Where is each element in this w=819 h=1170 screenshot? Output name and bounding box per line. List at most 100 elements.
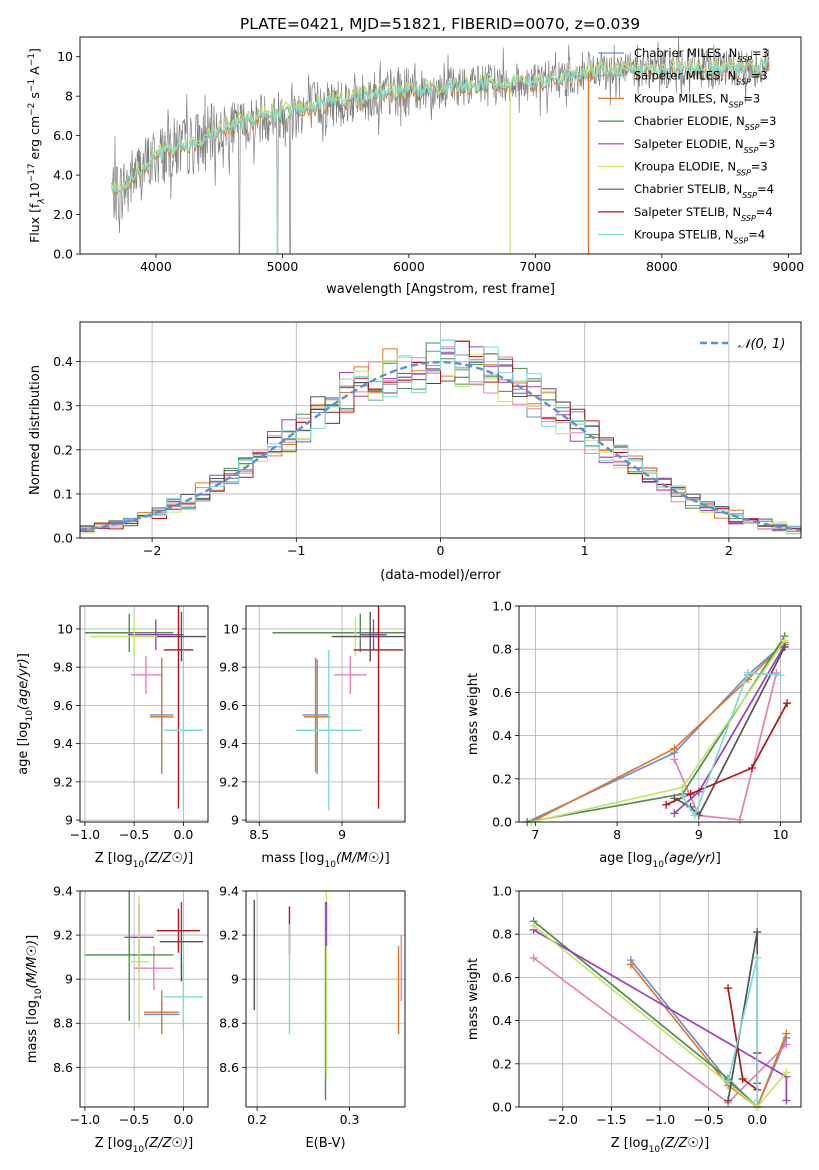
weight_vs_age-marker-kroupa_miles xyxy=(670,744,679,753)
residuals-xlabel: (data-model)/error xyxy=(380,568,501,583)
age_vs_mass-ytick-label: 9.6 xyxy=(219,698,239,713)
weight_vs_age-marker-salpeter_stelib xyxy=(686,789,695,798)
weight_vs_age-ytick-label: 0.4 xyxy=(492,728,512,743)
residuals-xtick-label: −1 xyxy=(287,543,305,558)
mass-vs-z-ylabel: mass [log10(M/M☉)] xyxy=(25,935,44,1063)
weight_vs_age-marker-kroupa_stelib xyxy=(776,671,785,680)
residuals-xtick-label: 2 xyxy=(725,543,733,558)
mass_vs_ebv-xtick-label: 0.3 xyxy=(340,1112,360,1127)
weight_vs_z-marker-kroupa_miles xyxy=(626,960,635,969)
mass_vs_ebv-ytick-label: 9.2 xyxy=(219,928,239,943)
weight_vs_age-marker-salpeter_elodie xyxy=(670,809,679,818)
age-vs-mass-xlabel: mass [log10(M/M☉)] xyxy=(261,851,389,870)
weight-vs-age-xlabel: age [log10(age/yr)] xyxy=(599,851,721,870)
weight_vs_z-ytick-label: 0.8 xyxy=(492,927,512,942)
residuals-ytick-label: 0.2 xyxy=(53,442,73,457)
weight_vs_z-ytick-label: 0.4 xyxy=(492,1013,512,1028)
residuals-ytick-label: 0.1 xyxy=(53,486,73,501)
age_vs_z-ytick-label: 9 xyxy=(65,813,73,828)
age_vs_mass-ytick-label: 9.2 xyxy=(219,774,239,789)
weight_vs_z-xtick-label: −2.0 xyxy=(548,1112,578,1127)
weight_vs_age-marker-kroupa_stelib xyxy=(690,811,699,820)
weight_vs_age-xtick-label: 7 xyxy=(531,827,539,842)
weight_vs_z-marker-salpeter_miles xyxy=(529,953,538,962)
spectrum-xtick-label: 4000 xyxy=(140,259,172,274)
weight_vs_z-axes: −2.0 −1.5 −1.0 −0.5 0.0 0.0 0.2 0.4 0.6 0.8 1.0 xyxy=(492,884,801,1127)
residuals-axes: −2 −1 0 1 2 0.0 0.1 0.2 0.3 0.4 xyxy=(53,322,802,558)
age_vs_mass-ytick-label: 10 xyxy=(223,621,239,636)
mass_vs_z-ytick-label: 8.8 xyxy=(53,1016,73,1031)
weight_vs_z-frame xyxy=(518,890,802,1108)
spectrum-ytick-label: 8 xyxy=(65,89,73,104)
weight_vs_z-series-kroupa_elodie xyxy=(533,924,788,1107)
weight_vs_z-marker-salpeter_miles xyxy=(782,1040,791,1049)
weight_vs_age-marker-salpeter_miles xyxy=(670,755,679,764)
weight_vs_age-marker-salpeter_stelib xyxy=(783,699,792,708)
mass_vs_z-frame xyxy=(79,890,209,1108)
weight_vs_z-ytick-label: 0.2 xyxy=(492,1056,512,1071)
spectrum-ytick-label: 4.0 xyxy=(53,168,73,183)
weight_vs_z-ytick-label: 0.6 xyxy=(492,970,512,985)
weight_vs_z-marker-salpeter_stelib xyxy=(724,984,733,993)
mass_vs_z-ytick-label: 9.2 xyxy=(53,928,73,943)
spectrum-ytick-label: 6.0 xyxy=(53,128,73,143)
residual-histogram-kroupa_stelib xyxy=(80,339,801,530)
spectrum-frame xyxy=(79,36,802,255)
mass_vs_ebv-ytick-label: 9.4 xyxy=(219,884,239,899)
residuals-ytick-label: 0.3 xyxy=(53,398,73,413)
spectrum-axes: 4000 5000 6000 7000 8000 9000 0.0 2.0 4.0 6.0 8 10 xyxy=(53,37,804,274)
residuals-legend-label: 𝒩(0, 1) xyxy=(738,337,785,352)
spectrum-xtick-label: 6000 xyxy=(393,259,425,274)
weight_vs_z-marker-kroupa_elodie xyxy=(529,921,538,930)
weight_vs_age-ylabel: mass weight xyxy=(466,673,481,755)
spectrum-xtick-label: 5000 xyxy=(266,259,298,274)
weight_vs_z-marker-chabrier_stelib xyxy=(753,928,762,937)
weight_vs_age-ytick-label: 0.0 xyxy=(492,815,512,830)
age_vs_z-ytick-label: 9.4 xyxy=(53,736,73,751)
weight_vs_z-xtick-label: −1.0 xyxy=(645,1112,675,1127)
spectrum-legend: Chabrier MILES, NSSP=3 Salpeter MILES, NS… xyxy=(598,46,776,245)
age_vs_z-xtick-label: −0.5 xyxy=(119,827,149,842)
spectrum-legend-label: Salpeter MILES, NSSP=3 xyxy=(634,69,768,87)
residuals-xtick-label: 0 xyxy=(437,543,445,558)
age_vs_mass-ytick-label: 9 xyxy=(231,813,239,828)
spectrum-model-line xyxy=(110,56,770,196)
weight_vs_age-ytick-label: 1.0 xyxy=(492,599,512,614)
spectrum-legend-label: Chabrier STELIB, NSSP=4 xyxy=(634,182,774,200)
weight_vs_z-marker-kroupa_elodie xyxy=(782,1068,791,1077)
weight_vs_age-series-kroupa_miles xyxy=(530,642,786,822)
weight_vs_z-marker-kroupa_stelib xyxy=(753,953,762,962)
weight_vs_age-marker-salpeter_miles xyxy=(735,815,744,824)
age-vs-z-xlabel: Z [log10(Z/Z☉)] xyxy=(95,851,193,870)
age_vs_z-xtick-label: 0.0 xyxy=(173,827,193,842)
mass_vs_ebv-frame xyxy=(245,890,406,1108)
weight_vs_z-xtick-label: −1.5 xyxy=(596,1112,626,1127)
mass_vs_z-axes: −1.0 −0.5 0.0 8.6 8.8 9 9.2 9.4 xyxy=(53,884,208,1127)
weight_vs_age-frame xyxy=(518,605,802,823)
weight_vs_z-marker-salpeter_stelib xyxy=(738,1074,747,1083)
mass_vs_ebv-ytick-label: 9 xyxy=(231,972,239,987)
residuals-ytick-label: 0.4 xyxy=(53,354,73,369)
mass_vs_ebv-ytick-label: 8.6 xyxy=(219,1060,239,1075)
age_vs_mass-frame xyxy=(245,605,406,823)
spectrum-ytick-label: 2.0 xyxy=(53,207,73,222)
weight_vs_age-xtick-label: 8 xyxy=(613,827,621,842)
residuals-frame xyxy=(79,321,802,539)
weight_vs_z-marker-chabrier_stelib xyxy=(724,1096,733,1105)
weight_vs_z-marker-kroupa_miles xyxy=(782,1029,791,1038)
residuals-ytick-label: 0.0 xyxy=(53,531,73,546)
figure-title: PLATE=0421, MJD=51821, FIBERID=0070, z=0… xyxy=(240,15,640,33)
mass-vs-ebv-xlabel: E(B-V) xyxy=(305,1136,345,1151)
residuals-legend: 𝒩(0, 1) xyxy=(700,337,785,352)
spectrum-legend-label: Salpeter STELIB, NSSP=4 xyxy=(634,205,773,223)
age_vs_z-ytick-label: 10 xyxy=(57,621,73,636)
spectrum-legend-label: Chabrier MILES, NSSP=3 xyxy=(634,46,769,64)
weight_vs_age-marker-salpeter_stelib xyxy=(662,800,671,809)
spectrum-legend-label: Kroupa STELIB, NSSP=4 xyxy=(634,228,765,246)
residuals-ylabel: Normed distribution xyxy=(28,365,43,495)
spectrum-xtick-label: 9000 xyxy=(772,259,804,274)
age_vs_mass-xtick-label: 8.5 xyxy=(249,827,269,842)
age_vs_mass-ytick-label: 9.8 xyxy=(219,660,239,675)
mass_vs_ebv-xtick-label: 0.2 xyxy=(247,1112,267,1127)
